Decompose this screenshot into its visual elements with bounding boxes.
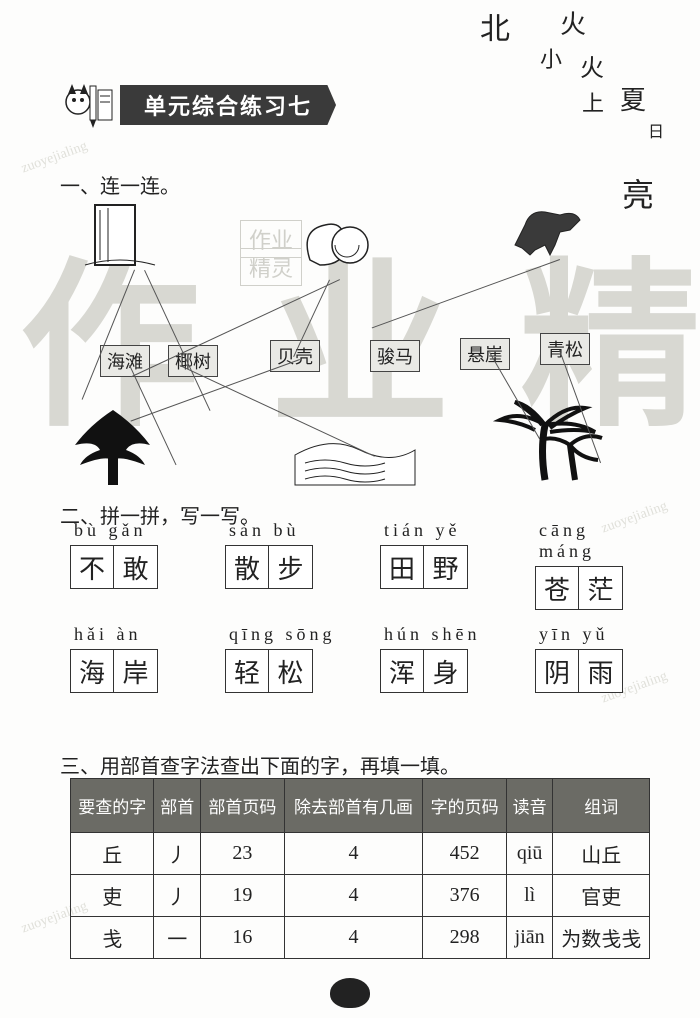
table-header: 读音: [506, 779, 553, 833]
scatter-char: 日: [648, 118, 664, 142]
table-header: 部首页码: [201, 779, 284, 833]
shell-icon: [290, 210, 380, 280]
pinyin-label: qīng sōng: [229, 624, 340, 645]
table-cell: 一: [154, 917, 201, 959]
pinyin-word-block: hǎi àn 海岸: [70, 624, 185, 693]
table-header: 要查的字: [71, 779, 154, 833]
section3-area: 要查的字部首部首页码除去部首有几画字的页码读音组词 丘丿234452qiū山丘吏…: [70, 778, 650, 959]
pinyin-word-block: qīng sōng 轻松: [225, 624, 340, 693]
table-cell: 丿: [154, 875, 201, 917]
pinyin-word-block: hún shēn 浑身: [380, 624, 495, 693]
pinyin-word-block: bù gǎn 不敢: [70, 520, 185, 610]
table-cell: jiān: [506, 917, 553, 959]
character-box: 田: [380, 545, 424, 589]
match-line: [372, 259, 560, 328]
table-cell: 4: [284, 875, 423, 917]
scatter-char: 夏: [620, 80, 646, 117]
section1-matching-area: 海滩椰树贝壳骏马悬崖青松: [50, 190, 650, 490]
character-box: 身: [424, 649, 468, 693]
character-box: 松: [269, 649, 313, 693]
table-cell: 吏: [71, 875, 154, 917]
character-box: 敢: [114, 545, 158, 589]
match-label: 骏马: [370, 340, 420, 372]
table-header: 组词: [553, 779, 650, 833]
character-box: 海: [70, 649, 114, 693]
table-cell: 4: [284, 833, 423, 875]
pine-icon: [60, 400, 170, 490]
table-row: 吏丿194376lì官吏: [71, 875, 650, 917]
scatter-char: 火: [560, 4, 586, 41]
table-cell: 丿: [154, 833, 201, 875]
table-cell: lì: [506, 875, 553, 917]
cat-pencil-icon: [60, 80, 120, 130]
pinyin-label: hún shēn: [384, 624, 495, 645]
character-box: 雨: [579, 649, 623, 693]
character-box: 苍: [535, 566, 579, 610]
match-line: [144, 270, 210, 411]
pinyin-label: tián yě: [384, 520, 495, 541]
match-label: 海滩: [100, 345, 150, 377]
pinyin-word-block: sàn bù 散步: [225, 520, 340, 610]
table-cell: 为数戋戋: [553, 917, 650, 959]
table-cell: 23: [201, 833, 284, 875]
table-header: 字的页码: [423, 779, 506, 833]
match-label: 悬崖: [460, 338, 510, 370]
scatter-char: 上: [582, 86, 604, 118]
table-cell: 16: [201, 917, 284, 959]
pinyin-label: hǎi àn: [74, 624, 185, 645]
pinyin-word-block: cāng máng苍茫: [535, 520, 650, 610]
table-cell: 官吏: [553, 875, 650, 917]
table-cell: 452: [423, 833, 506, 875]
horse-icon: [500, 190, 600, 270]
pinyin-label: cāng máng: [539, 520, 650, 562]
pinyin-label: sàn bù: [229, 520, 340, 541]
character-box: 轻: [225, 649, 269, 693]
table-cell: 298: [423, 917, 506, 959]
table-cell: 戋: [71, 917, 154, 959]
scatter-char: 火: [580, 48, 604, 83]
table-header: 部首: [154, 779, 201, 833]
character-box: 不: [70, 545, 114, 589]
match-line: [82, 270, 135, 400]
pinyin-word-block: yīn yǔ 阴雨: [535, 624, 650, 693]
section3-title: 三、用部首查字法查出下面的字，再填一填。: [60, 750, 460, 779]
character-box: 茫: [579, 566, 623, 610]
table-row: 戋一164298jiān为数戋戋: [71, 917, 650, 959]
table-cell: qiū: [506, 833, 553, 875]
table-header: 除去部首有几画: [284, 779, 423, 833]
ladybug-icon: [330, 978, 370, 1008]
radical-lookup-table: 要查的字部首部首页码除去部首有几画字的页码读音组词 丘丿234452qiū山丘吏…: [70, 778, 650, 959]
character-box: 步: [269, 545, 313, 589]
table-cell: 376: [423, 875, 506, 917]
scatter-char: 北: [480, 4, 510, 48]
page-header: 单元综合练习七: [60, 80, 336, 130]
table-cell: 4: [284, 917, 423, 959]
character-box: 野: [424, 545, 468, 589]
character-box: 散: [225, 545, 269, 589]
character-box: 浑: [380, 649, 424, 693]
character-box: 阴: [535, 649, 579, 693]
pinyin-label: bù gǎn: [74, 520, 185, 541]
match-label: 青松: [540, 333, 590, 365]
cliff-icon: [80, 200, 160, 280]
table-cell: 丘: [71, 833, 154, 875]
table-cell: 山丘: [553, 833, 650, 875]
pinyin-label: yīn yǔ: [539, 624, 650, 645]
page-title: 单元综合练习七: [120, 85, 336, 125]
scatter-char: 小: [540, 42, 562, 74]
character-box: 岸: [114, 649, 158, 693]
table-row: 丘丿234452qiū山丘: [71, 833, 650, 875]
table-cell: 19: [201, 875, 284, 917]
section2-area: bù gǎn 不敢 sàn bù 散步 tián yě 田野 cāng máng苍茫 hǎi …: [70, 520, 650, 707]
pinyin-word-block: tián yě 田野: [380, 520, 495, 610]
